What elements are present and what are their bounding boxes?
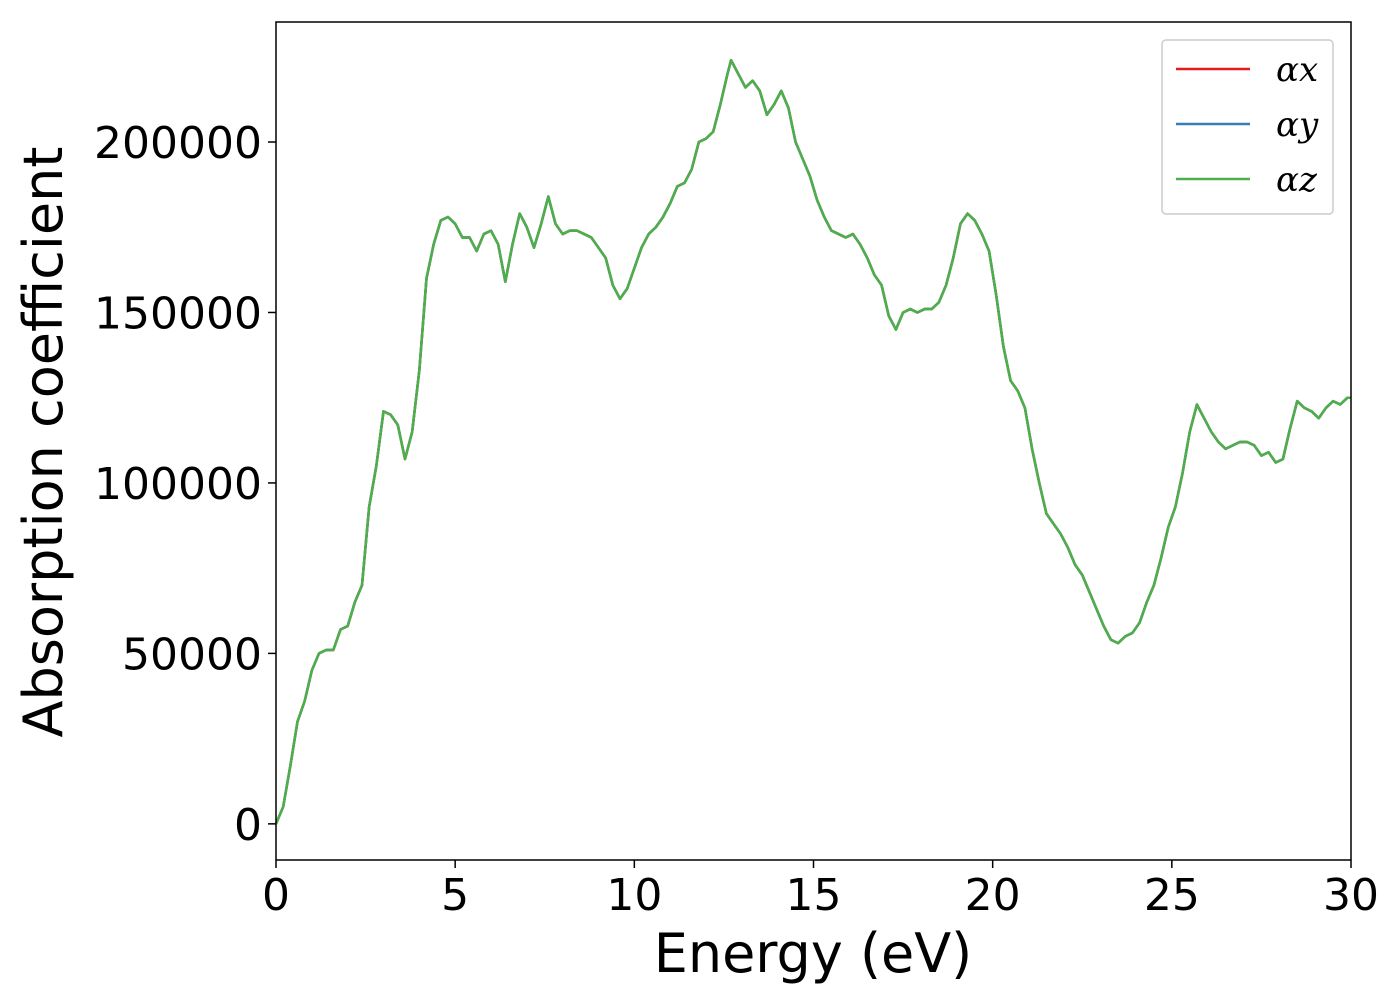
y-tick-label: 150000: [94, 288, 262, 339]
x-tick-label: 0: [262, 870, 290, 921]
legend-box: [1161, 39, 1334, 215]
y-tick-label: 200000: [94, 118, 262, 169]
legend-label: αx: [1276, 50, 1318, 90]
legend-label: αy: [1276, 105, 1319, 145]
x-tick-label: 10: [606, 870, 662, 921]
x-tick-label: 25: [1144, 870, 1200, 921]
y-tick-label: 100000: [94, 459, 262, 510]
x-axis-label: Energy (eV): [654, 922, 973, 985]
x-tick-label: 15: [786, 870, 842, 921]
y-axis-label: Absorption coefficient: [12, 147, 75, 738]
y-tick-label: 50000: [122, 629, 262, 680]
x-tick-label: 30: [1323, 870, 1379, 921]
x-tick-label: 20: [965, 870, 1021, 921]
y-tick-label: 0: [234, 800, 262, 851]
legend-label: αz: [1276, 160, 1318, 200]
plot-frame: [275, 21, 1352, 861]
x-tick-label: 5: [441, 870, 469, 921]
data-line: [274, 58, 1351, 825]
